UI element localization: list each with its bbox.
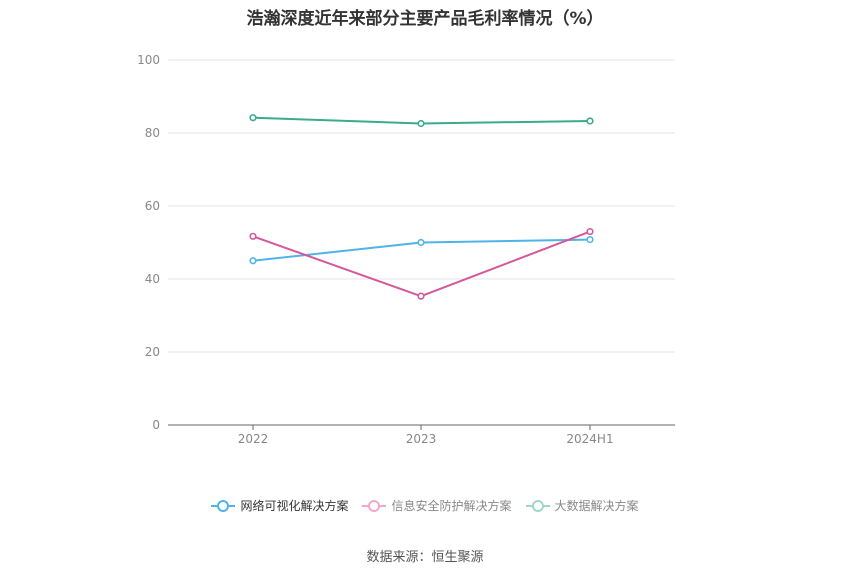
data-point[interactable] — [249, 114, 257, 122]
legend-marker-icon — [525, 499, 550, 512]
x-axis: 2022 2023 2024H1 — [168, 424, 675, 446]
x-tick-label: 2022 — [238, 432, 269, 446]
data-point[interactable] — [586, 227, 594, 236]
data-point[interactable] — [417, 292, 425, 300]
x-tick-label: 2023 — [406, 432, 437, 446]
legend-marker-icon — [211, 499, 236, 512]
chart-title: 浩瀚深度近年来部分主要产品毛利率情况（%） — [246, 9, 604, 29]
legend-label: 信息安全防护解决方案 — [391, 499, 512, 513]
y-tick-label: 100 — [137, 53, 160, 67]
legend-label: 大数据解决方案 — [554, 499, 639, 513]
legend-label: 网络可视化解决方案 — [240, 499, 349, 513]
data-point[interactable] — [249, 257, 257, 265]
y-tick-label: 0 — [152, 418, 160, 432]
data-point[interactable] — [417, 119, 425, 128]
data-point[interactable] — [586, 117, 594, 125]
legend: 网络可视化解决方案 信息安全防护解决方案 大数据解决方案 — [0, 497, 850, 514]
y-tick-label: 40 — [145, 272, 160, 286]
series-lines — [249, 114, 594, 300]
y-tick-label: 60 — [145, 199, 160, 213]
legend-item[interactable]: 信息安全防护解决方案 — [362, 497, 512, 514]
data-point[interactable] — [249, 232, 257, 240]
data-point[interactable] — [417, 238, 425, 247]
y-axis-ticks: 0 20 40 60 80 100 — [137, 53, 160, 432]
y-tick-label: 80 — [145, 126, 160, 140]
source-note: 数据来源：恒生聚源 — [366, 550, 484, 565]
data-point[interactable] — [586, 235, 594, 244]
legend-item[interactable]: 大数据解决方案 — [525, 497, 639, 514]
legend-item[interactable]: 网络可视化解决方案 — [211, 497, 348, 514]
grid-lines — [168, 59, 675, 353]
x-tick-label: 2024H1 — [566, 432, 613, 446]
legend-marker-icon — [362, 499, 387, 512]
y-tick-label: 20 — [145, 345, 160, 359]
